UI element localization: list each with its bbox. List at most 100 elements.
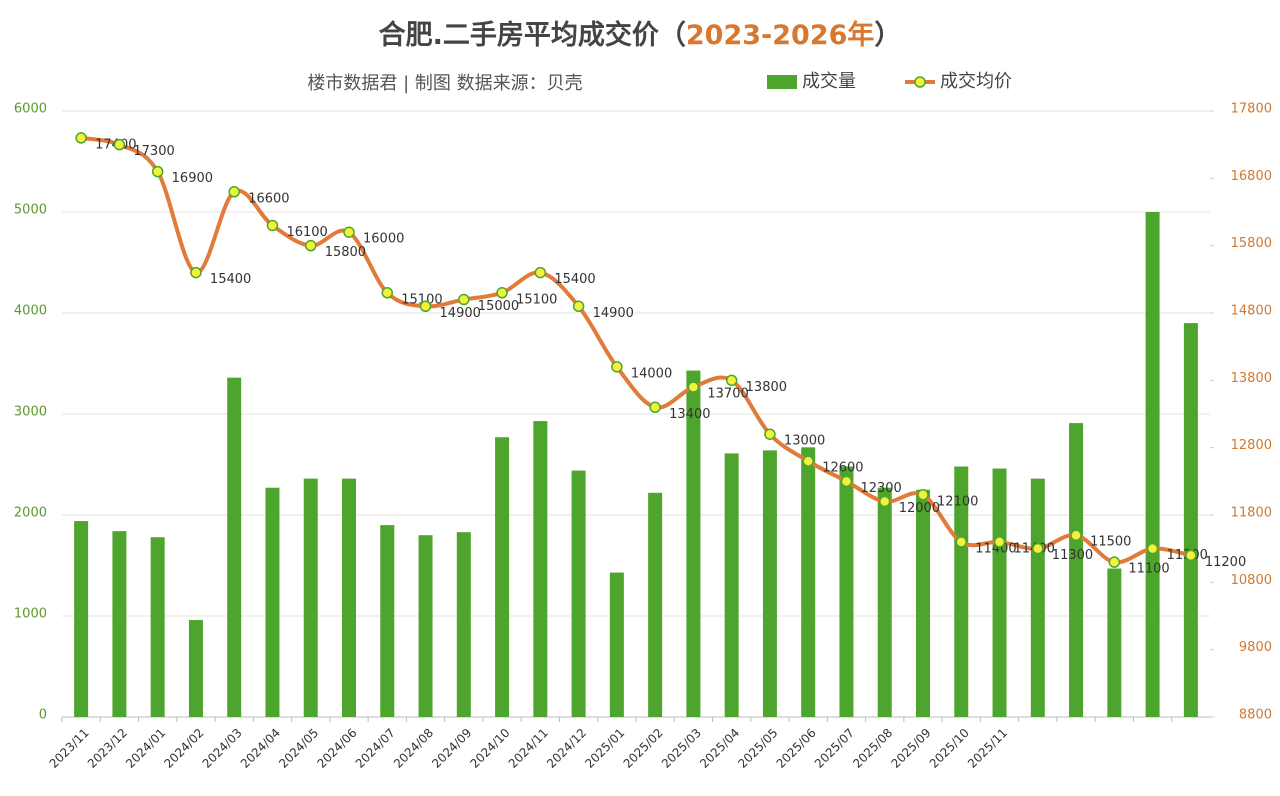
price-point bbox=[1185, 549, 1197, 562]
y2-tick-label: 15800 bbox=[1231, 236, 1272, 251]
bar bbox=[954, 466, 969, 717]
price-point bbox=[343, 226, 355, 238]
legend-swatch bbox=[914, 76, 926, 88]
price-point bbox=[1146, 542, 1159, 555]
x-tick-label: 2025/09 bbox=[888, 726, 933, 771]
data-label: 15400 bbox=[210, 272, 251, 287]
price-point bbox=[534, 266, 547, 279]
bar bbox=[342, 478, 356, 717]
x-tick-label: 2024/10 bbox=[468, 726, 513, 771]
price-point bbox=[266, 219, 279, 232]
price-point bbox=[993, 536, 1006, 548]
price-point bbox=[1070, 529, 1082, 541]
data-label: 13700 bbox=[707, 387, 748, 402]
x-tick-label: 2024/08 bbox=[391, 726, 436, 771]
legend-label: 成交均价 bbox=[940, 71, 1012, 92]
x-tick-label: 2024/04 bbox=[238, 726, 283, 771]
price-point bbox=[1108, 556, 1121, 568]
bar bbox=[74, 521, 89, 717]
data-label: 15000 bbox=[478, 299, 519, 314]
data-label: 12300 bbox=[860, 481, 901, 496]
y-tick-label: 3000 bbox=[14, 405, 47, 420]
price-point bbox=[151, 165, 164, 178]
data-label: 12600 bbox=[822, 461, 863, 476]
price-point bbox=[917, 489, 929, 501]
x-tick-label: 2025/06 bbox=[774, 726, 819, 771]
x-tick-label: 2025/03 bbox=[659, 726, 704, 771]
data-label: 11500 bbox=[1090, 535, 1131, 550]
price-point bbox=[458, 293, 470, 306]
bar bbox=[495, 437, 510, 717]
x-tick-label: 2023/12 bbox=[85, 726, 130, 771]
data-label: 16000 bbox=[363, 232, 404, 247]
bar bbox=[1030, 478, 1045, 717]
bar bbox=[877, 487, 892, 717]
price-point bbox=[75, 132, 87, 144]
bar bbox=[418, 535, 433, 717]
price-point bbox=[649, 401, 661, 414]
y2-tick-label: 13800 bbox=[1231, 371, 1272, 386]
data-label: 11100 bbox=[1128, 562, 1169, 577]
price-point bbox=[381, 287, 394, 299]
y2-tick-label: 8800 bbox=[1239, 708, 1272, 723]
x-tick-label: 2025/07 bbox=[812, 726, 857, 771]
y-tick-label: 6000 bbox=[14, 102, 47, 117]
data-label: 15800 bbox=[325, 245, 366, 260]
y2-tick-label: 17800 bbox=[1231, 102, 1272, 117]
data-label: 15100 bbox=[516, 292, 557, 307]
bar bbox=[762, 450, 777, 717]
bar bbox=[916, 489, 930, 717]
title-part: 2023-2026年 bbox=[686, 19, 875, 51]
data-label: 11300 bbox=[1052, 548, 1093, 563]
data-label: 14000 bbox=[631, 366, 672, 381]
data-label: 12000 bbox=[899, 501, 940, 516]
bar bbox=[571, 470, 586, 717]
bar bbox=[456, 532, 471, 717]
x-tick-label: 2024/05 bbox=[276, 726, 321, 771]
y2-tick-label: 11800 bbox=[1231, 506, 1272, 521]
x-tick-label: 2025/08 bbox=[850, 726, 895, 771]
data-label: 14900 bbox=[440, 306, 481, 321]
bar bbox=[188, 620, 203, 717]
price-point bbox=[496, 287, 508, 299]
price-point bbox=[764, 428, 776, 440]
data-label: 16100 bbox=[286, 225, 327, 240]
data-label: 16900 bbox=[172, 171, 213, 186]
x-tick-label: 2024/03 bbox=[200, 726, 245, 771]
price-point bbox=[190, 266, 202, 279]
data-label: 15400 bbox=[554, 272, 595, 287]
bar bbox=[533, 421, 548, 717]
bar bbox=[303, 478, 318, 717]
y2-tick-label: 10800 bbox=[1231, 573, 1272, 588]
price-point bbox=[228, 186, 240, 198]
x-tick-label: 2024/06 bbox=[314, 726, 359, 771]
bar bbox=[227, 377, 242, 717]
y-tick-label: 2000 bbox=[14, 506, 47, 521]
bar bbox=[1069, 423, 1084, 717]
y2-tick-label: 14800 bbox=[1231, 304, 1272, 319]
x-tick-label: 2025/10 bbox=[927, 726, 972, 771]
bar bbox=[1183, 323, 1198, 717]
price-point bbox=[840, 475, 853, 488]
y-tick-label: 5000 bbox=[14, 203, 47, 218]
bar bbox=[150, 537, 165, 717]
price-point bbox=[113, 138, 126, 151]
data-label: 16600 bbox=[248, 191, 289, 206]
bar bbox=[686, 370, 701, 717]
price-point bbox=[725, 374, 738, 387]
y2-tick-label: 12800 bbox=[1231, 438, 1272, 453]
bar bbox=[112, 531, 127, 717]
price-point bbox=[878, 495, 891, 508]
x-tick-label: 2023/11 bbox=[47, 726, 92, 771]
bar bbox=[1145, 212, 1160, 717]
price-point bbox=[572, 300, 585, 313]
bar bbox=[609, 572, 624, 717]
x-tick-label: 2024/11 bbox=[506, 726, 551, 771]
y2-tick-label: 9800 bbox=[1239, 640, 1272, 655]
bar bbox=[992, 468, 1007, 717]
y-tick-label: 0 bbox=[39, 708, 47, 723]
bar bbox=[1107, 568, 1122, 717]
data-label: 13000 bbox=[784, 434, 825, 449]
x-tick-label: 2025/02 bbox=[621, 726, 666, 771]
